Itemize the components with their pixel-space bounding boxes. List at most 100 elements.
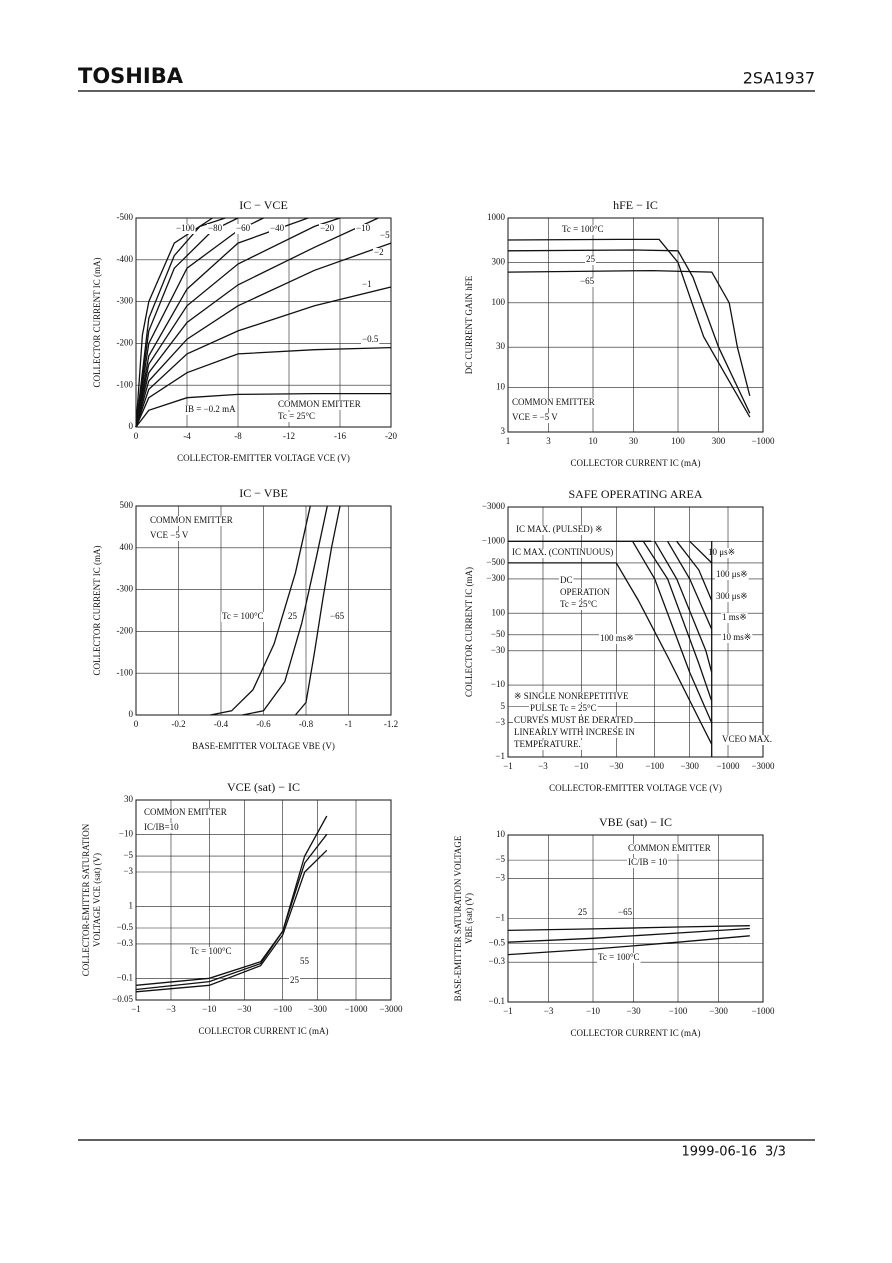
y-axis-label: VBE (sat) (V): [464, 893, 474, 944]
label-bg: [319, 224, 336, 234]
label-bg: [143, 823, 180, 833]
x-tick-label: -0.6: [256, 719, 271, 729]
curve: [667, 540, 713, 630]
curve: [294, 505, 341, 716]
curve: [210, 505, 311, 716]
label-bg: [373, 248, 385, 258]
curve: [507, 925, 750, 932]
annotation: Tc = 25°C: [278, 411, 315, 421]
x-tick-label: 1: [506, 436, 511, 446]
chart: SAFE OPERATING AREA COLLECTOR-EMITTER VOL…: [464, 487, 775, 793]
label-bg: [627, 844, 712, 854]
y-tick-label: −10: [119, 828, 134, 838]
y-tick-label: −500: [486, 557, 505, 567]
curve-label: −100: [176, 223, 195, 233]
label-bg: [715, 570, 749, 580]
curve: [507, 249, 751, 414]
annotation: Tc = 25°C: [560, 599, 597, 609]
curve: [615, 562, 713, 745]
y-tick-label: −3: [495, 873, 505, 883]
x-tick-label: -12: [283, 431, 295, 441]
y-tick-label: −30: [491, 645, 506, 655]
x-tick-label: -20: [385, 431, 397, 441]
x-tick-label: -16: [334, 431, 346, 441]
label-bg: [579, 277, 596, 287]
curve: [135, 217, 341, 428]
curve: [654, 540, 713, 673]
curve: [676, 540, 713, 601]
label-bg: [511, 413, 559, 423]
label-bg: [721, 613, 748, 623]
y-tick-label: 300: [492, 256, 506, 266]
y-tick-label: 3: [501, 426, 506, 436]
label-bg: [143, 808, 228, 818]
curve-label: Tc = 100°C: [562, 224, 604, 234]
y-tick-label: −0.3: [117, 938, 134, 948]
x-tick-label: 100: [671, 436, 685, 446]
curve: [242, 505, 328, 716]
curve: [642, 540, 713, 702]
curve: [135, 849, 328, 993]
y-tick-label: 30: [124, 794, 134, 804]
y-tick-label: −0.1: [117, 972, 133, 982]
x-axis-label: COLLECTOR CURRENT IC (mA): [571, 458, 701, 468]
curve-label: −65: [618, 907, 633, 917]
curve: [135, 217, 379, 428]
y-tick-label: 5: [501, 701, 506, 711]
annotation: VCE = −5 V: [512, 412, 558, 422]
label-bg: [559, 600, 599, 610]
footer-date: 1999-06-16: [681, 1145, 757, 1160]
label-bg: [599, 634, 635, 644]
curve-label: 25: [290, 975, 300, 985]
label-bg: [184, 405, 237, 415]
annotation: ※ SINGLE NONREPETITIVE: [514, 691, 629, 701]
y-axis-label: VOLTAGE VCE (sat) (V): [92, 853, 102, 947]
x-tick-label: -0.8: [299, 719, 314, 729]
y-tick-label: -200: [117, 625, 134, 635]
annotation: PULSE Tc = 25°C: [530, 703, 597, 713]
label-bg: [289, 976, 300, 986]
y-tick-label: −0.5: [489, 938, 506, 948]
y-tick-label: −10: [491, 679, 506, 689]
y-tick-label: 1000: [487, 212, 506, 222]
annotation: COMMON EMITTER: [628, 843, 711, 853]
x-tick-label: −10: [586, 1006, 601, 1016]
annotation: COMMON EMITTER: [512, 397, 595, 407]
x-tick-label: 30: [629, 436, 639, 446]
label-bg: [149, 531, 190, 541]
annotation: OPERATION: [560, 587, 611, 597]
x-tick-label: −1: [503, 761, 513, 771]
x-tick-label: 10: [589, 436, 599, 446]
curve: [135, 346, 392, 428]
part-number: 2SA1937: [743, 69, 815, 88]
x-tick-label: −1000: [751, 436, 775, 446]
x-tick-label: −10: [574, 761, 589, 771]
x-tick-label: −3: [166, 1004, 176, 1014]
curve: [632, 540, 713, 723]
y-axis-label: BASE-EMITTER SATURATION VOLTAGE: [453, 835, 463, 1001]
y-tick-label: −3: [495, 717, 505, 727]
y-tick-label: −3000: [482, 501, 506, 511]
y-tick-label: -300: [117, 584, 134, 594]
label-bg: [513, 728, 636, 738]
curve-label: −2: [374, 247, 384, 257]
curve-label: 25: [578, 907, 588, 917]
curve-label: −10: [356, 223, 371, 233]
label-bg: [559, 588, 612, 598]
label-bg: [721, 633, 753, 643]
y-tick-label: −1: [495, 751, 505, 761]
y-axis-label: COLLECTOR CURRENT IC (mA): [92, 546, 102, 676]
y-tick-label: 1: [129, 900, 134, 910]
label-bg: [361, 335, 380, 345]
annotation: COMMON EMITTER: [144, 807, 227, 817]
label-bg: [189, 947, 233, 957]
label-bg: [329, 612, 346, 622]
curve: [135, 242, 392, 428]
x-tick-label: -8: [234, 431, 242, 441]
y-tick-label: -300: [117, 296, 134, 306]
x-tick-label: −1000: [751, 1006, 775, 1016]
x-axis-label: BASE-EMITTER VOLTAGE VBE (V): [192, 741, 335, 751]
annotation: DC: [560, 575, 573, 585]
annotation: IC/IB=10: [144, 822, 179, 832]
label-bg: [513, 716, 634, 726]
